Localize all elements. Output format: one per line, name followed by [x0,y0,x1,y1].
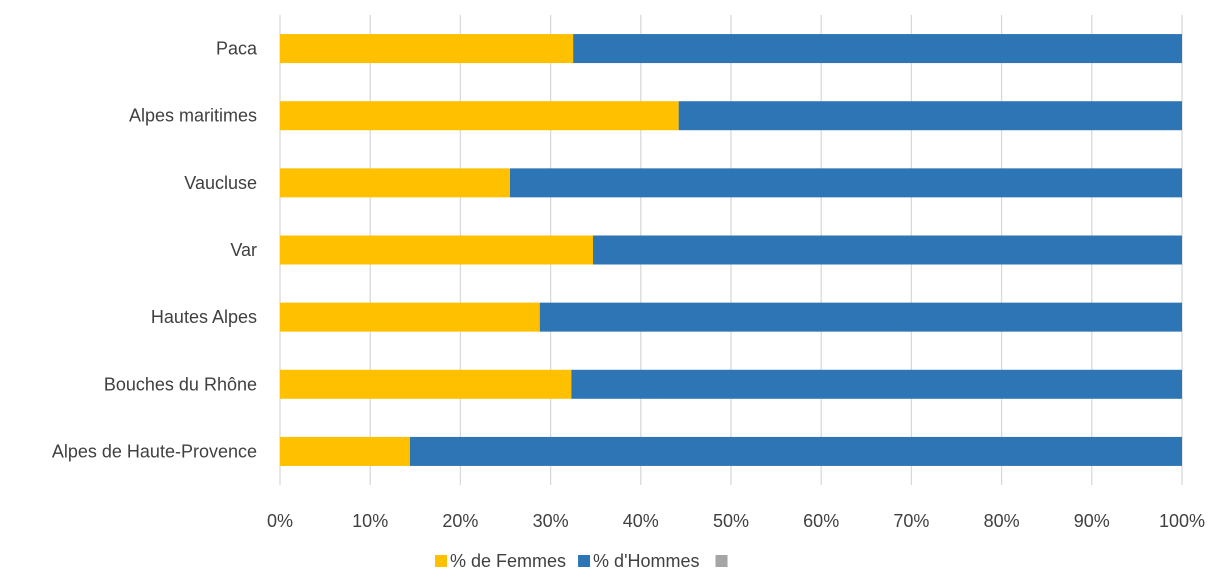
bar-hommes [573,34,1182,64]
bars [280,34,1182,466]
bar-femmes [280,101,679,131]
x-tick-label: 0% [267,511,293,531]
bar-femmes [280,235,593,265]
category-labels: Paca Alpes maritimes Vaucluse Var Hautes Alp… [52,39,258,462]
legend-label: % de Femmes [450,551,566,571]
legend-swatch [435,555,447,567]
bar-hommes [592,235,1182,265]
bar-hommes [571,369,1182,399]
x-tick-label: 20% [442,511,478,531]
x-tick-label: 10% [352,511,388,531]
category-label: Alpes de Haute-Provence [52,441,257,461]
category-label: Alpes maritimes [129,106,257,126]
x-tick-label: 90% [1074,511,1110,531]
x-tick-label: 100% [1159,511,1205,531]
x-axis-tick-labels: 0% 10% 20% 30% 40% 50% 60% 70% 80% 90% 100% [267,511,1205,531]
category-label: Var [230,240,257,260]
category-label: Hautes Alpes [151,307,257,327]
bar-femmes [280,168,511,198]
x-tick-label: 70% [893,511,929,531]
bar-femmes [280,436,410,466]
category-label: Paca [216,39,258,59]
x-tick-label: 40% [623,511,659,531]
x-tick-label: 30% [533,511,569,531]
category-label: Vaucluse [184,173,257,193]
x-tick-label: 60% [803,511,839,531]
legend-swatch-empty [715,555,728,567]
legend-swatch [578,555,591,567]
x-tick-label: 80% [984,511,1020,531]
bar-hommes [539,302,1182,332]
legend-label: % d'Hommes [593,551,699,571]
bar-hommes [510,168,1182,198]
bar-hommes [678,101,1182,131]
category-label: Bouches du Rhône [104,374,257,394]
bar-femmes [280,302,540,332]
bar-femmes [280,34,574,64]
legend: % de Femmes % d'Hommes [435,551,728,571]
bar-hommes [409,436,1182,466]
x-tick-label: 50% [713,511,749,531]
bar-femmes [280,369,572,399]
